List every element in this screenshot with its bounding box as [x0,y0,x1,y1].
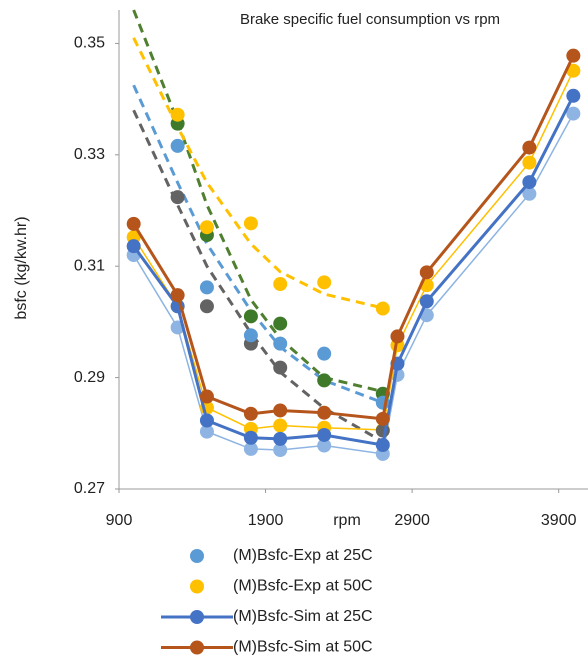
data-point [199,220,214,235]
data-point [170,138,185,153]
data-point [243,406,258,421]
data-point [273,418,288,433]
data-point [273,316,288,331]
legend-marker [190,579,204,594]
data-point [419,294,434,309]
data-point [375,437,390,452]
data-point [317,427,332,442]
y-tick-label: 0.31 [74,257,105,274]
data-point [317,405,332,420]
x-tick-label: 1900 [248,512,284,529]
series-line [132,55,575,421]
trend-line [132,109,384,443]
data-point [170,190,185,205]
x-tick-label: 3900 [541,512,577,529]
x-axis-title: rpm [333,512,361,529]
legend-marker [190,640,204,655]
data-point [522,155,537,170]
data-point [317,346,332,361]
x-tick-label: 900 [106,512,133,529]
legend-label: (M)Bsfc-Exp at 25C [233,547,373,564]
data-point [126,239,141,254]
legend-label: (M)Bsfc-Sim at 50C [233,639,373,656]
data-point [199,299,214,314]
data-point [317,438,332,453]
data-point [199,389,214,404]
data-point [199,424,214,439]
y-axis-title: bsfc (kg/kw.hr) [13,216,30,319]
data-point [273,431,288,446]
data-point [273,360,288,375]
data-point [522,186,537,201]
data-point [566,63,581,78]
data-point [566,106,581,121]
data-point [566,48,581,63]
data-point [273,277,288,292]
chart-title: Brake specific fuel consumption vs rpm [240,11,500,28]
legend-label: (M)Bsfc-Exp at 50C [233,578,373,595]
y-tick-label: 0.29 [74,369,105,386]
data-point [566,88,581,103]
data-point [243,441,258,456]
y-tick-label: 0.27 [74,480,105,497]
y-tick-label: 0.35 [74,35,105,52]
series-line [132,95,575,447]
data-point [126,216,141,231]
series-line [133,113,575,455]
data-point [243,309,258,324]
legend-marker [190,610,204,624]
data-point [273,336,288,351]
data-point [243,430,258,445]
data-point [317,373,332,388]
data-point [170,107,185,122]
data-point [390,329,405,344]
data-point [243,216,258,231]
trend-line [132,37,384,310]
data-point [273,403,288,418]
data-point [375,301,390,316]
legend-label: (M)Bsfc-Sim at 25C [233,608,373,625]
data-point [522,140,537,155]
data-point [170,288,185,303]
x-tick-label: 2900 [394,512,430,529]
data-point [522,175,537,190]
data-point [317,275,332,290]
data-point [199,413,214,428]
y-tick-label: 0.33 [74,146,105,163]
trend-line [132,9,384,393]
data-point [419,265,434,280]
legend-marker [190,549,204,563]
data-point [273,443,288,458]
data-point [243,328,258,343]
data-point [375,411,390,426]
data-point [199,280,214,295]
trend-line [132,84,384,405]
